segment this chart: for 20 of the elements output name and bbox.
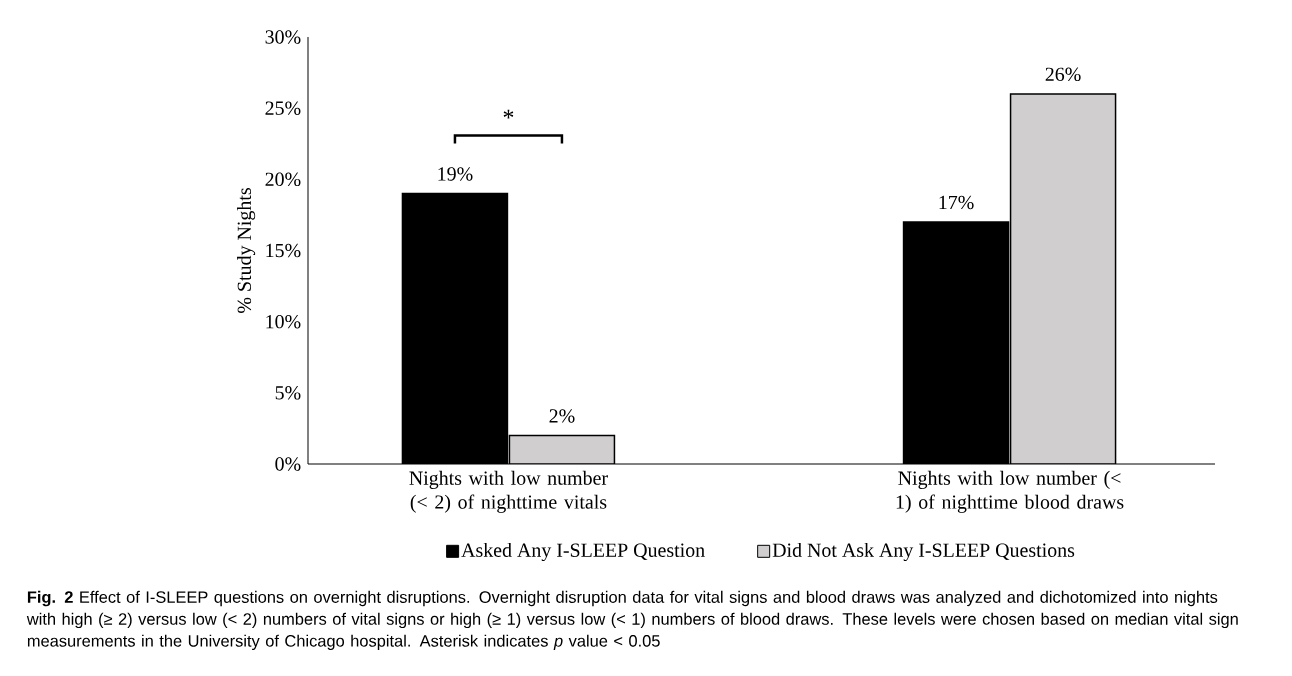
x-tick-label: Nights with low number (< 2) of nighttime vitals (409, 470, 608, 513)
legend-label: Asked Any I-SLEEP Question (461, 542, 705, 562)
data-label: 2% (549, 409, 575, 423)
y-tick-label: 30% (265, 30, 301, 44)
data-label: 19% (438, 167, 473, 181)
annotation: * (503, 109, 514, 119)
data-label: 17% (939, 195, 974, 210)
y-axis-title: % Study Nights (237, 188, 256, 313)
y-tick-label: 10% (266, 314, 301, 329)
text: Fig. 2 Effect of I-SLEEP questions on overnight disruptions. Overnight disruption data for vital signs and blood draws was analyzed and dichotomized into nights with high (≥ 2) versus low (< 2) numbers of vital signs or high (≥ 1) versus low (< 1) numbers of blood draws. These levels were chosen based on median vital sign measurements in the University of Chicago hospital. Asterisk indicates p value < 0.05 (26, 590, 1238, 650)
y-tick-label: 0% (275, 457, 301, 471)
data-label: 26% (1045, 67, 1081, 82)
y-tick-label: 15% (266, 243, 301, 258)
bar (1009, 93, 1117, 464)
legend-label: Did Not Ask Any I-SLEEP Questions (772, 542, 1075, 562)
y-tick-label: 25% (265, 101, 301, 115)
bar (508, 434, 616, 464)
x-tick-label: Nights with low number (< 1) of nighttime blood draws (896, 470, 1124, 513)
y-tick-label: 20% (265, 172, 301, 187)
y-tick-label: 5% (275, 386, 301, 400)
